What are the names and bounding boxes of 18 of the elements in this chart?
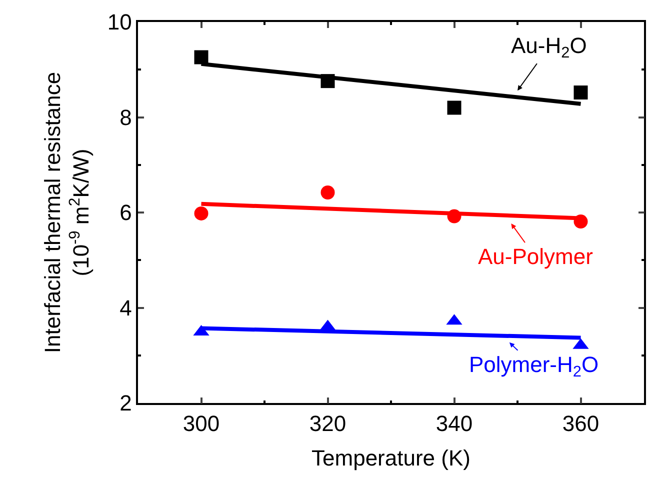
y-tick-label: 2 (120, 390, 132, 416)
point (447, 100, 462, 115)
point (194, 206, 208, 220)
x-axis-title: Temperature (K) (312, 446, 470, 471)
point (574, 85, 588, 100)
x-tick-label: 300 (182, 411, 220, 436)
point (194, 50, 208, 64)
annotation: Polymer-H$_{2}$O (469, 352, 599, 381)
annotation: Au-Polymer (478, 244, 593, 269)
x-tick-label: 320 (309, 411, 346, 436)
y-tick-label: 6 (120, 200, 132, 226)
annotation: Au-H$_{2}$O (511, 33, 587, 62)
y-tick-label: 10 (107, 10, 132, 35)
y-tick-label: 8 (120, 104, 132, 130)
y-tick-label: 4 (120, 295, 132, 320)
x-tick-label: 340 (436, 411, 473, 436)
point (320, 186, 335, 200)
x-tick-label: 360 (562, 411, 600, 436)
